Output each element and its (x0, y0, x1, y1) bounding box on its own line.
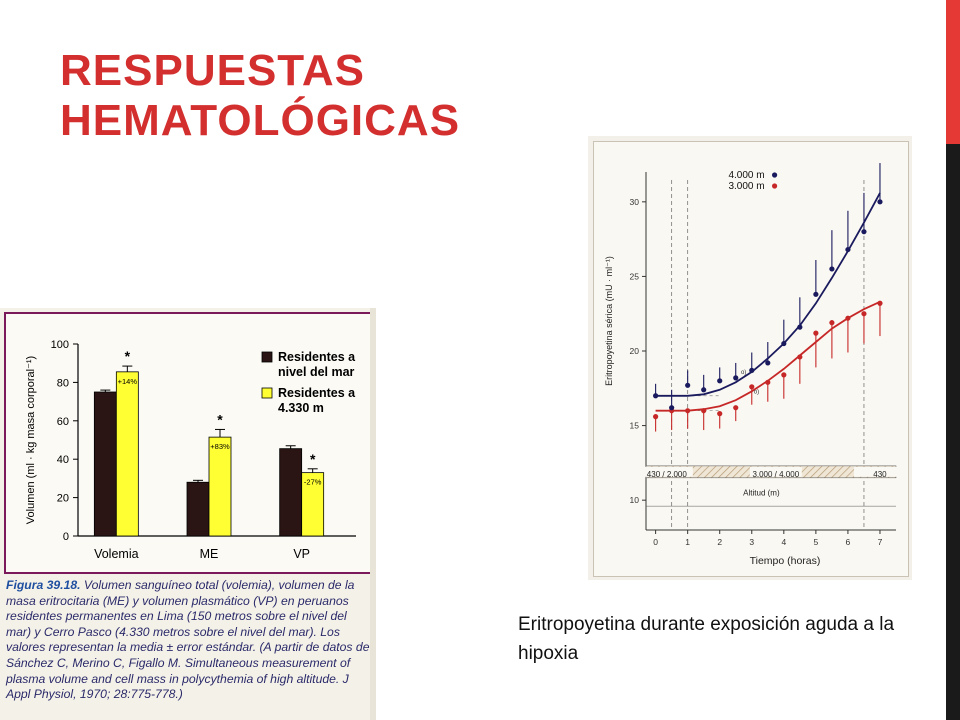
y-axis-label: Eritropoyetina sérica (mU · ml⁻¹) (604, 256, 614, 386)
left-chart-frame: 0 20 40 60 80 100 Volumen (ml · kg masa corpor… (4, 312, 374, 574)
y-tick-label: 40 (57, 454, 69, 466)
data-point (717, 378, 723, 384)
x-tick-label: 6 (846, 537, 851, 547)
title-line-2: HEMATOLÓGICAS (60, 96, 461, 145)
band-label-bg (853, 466, 906, 477)
legend-label: 4.000 m (728, 170, 764, 181)
x-tick-label: 3 (749, 537, 754, 547)
data-point (781, 372, 787, 378)
data-point (733, 375, 739, 381)
bar (208, 436, 232, 537)
x-tick-label: ME (200, 547, 219, 561)
x-tick-label: 7 (878, 537, 883, 547)
figure-caption: Figura 39.18. Volumen sanguíneo total (v… (6, 578, 370, 703)
y-axis-label: Volumen (ml · kg masa corporal⁻¹) (25, 356, 37, 524)
data-point (733, 405, 739, 411)
data-point (685, 382, 691, 388)
page-spine (370, 308, 376, 720)
legend-marker (771, 183, 778, 189)
right-figure: 10 15 20 25 30 0 1 2 3 4 5 6 7 Tiempo (horas) Eritropo… (588, 136, 912, 580)
curve-marker: o) (754, 389, 759, 395)
curve-marker: o) (741, 370, 746, 376)
bar (93, 391, 117, 537)
data-point (813, 291, 819, 297)
data-point (765, 379, 771, 385)
data-point (749, 367, 755, 373)
bar-annotation: -27% (304, 478, 322, 487)
band-label-bg (749, 466, 802, 477)
data-point (877, 300, 883, 306)
bar (301, 472, 325, 537)
data-point (701, 387, 707, 393)
legend-label: Residentes a nivel del mar (278, 350, 356, 379)
bar (115, 371, 139, 537)
legend-marker (771, 172, 778, 178)
data-point (749, 384, 755, 390)
y-tick-label: 10 (630, 495, 640, 505)
legend-swatch (261, 351, 273, 363)
legend-swatch (261, 387, 273, 399)
caption-label: Figura 39.18. (6, 578, 81, 592)
bar (279, 448, 303, 537)
data-point (877, 199, 883, 205)
data-point (685, 408, 691, 414)
x-tick-label: 2 (717, 537, 722, 547)
y-tick-label: 15 (630, 421, 640, 431)
bar-chart: 0 20 40 60 80 100 Volumen (ml · kg masa corpor… (25, 339, 356, 561)
y-tick-label: 100 (51, 339, 69, 351)
y-tick-label: 0 (63, 531, 69, 543)
x-tick-label: Volemia (94, 547, 139, 561)
y-tick-label: 20 (57, 493, 69, 505)
bar-annotation: +14% (118, 377, 138, 386)
epo-line-chart: 10 15 20 25 30 0 1 2 3 4 5 6 7 Tiempo (horas) Eritropo… (604, 163, 906, 567)
data-point (797, 324, 803, 330)
data-point (797, 354, 803, 360)
x-tick-label: 0 (653, 537, 658, 547)
data-point (845, 246, 851, 253)
x-axis-label: Tiempo (horas) (750, 555, 821, 567)
data-point (861, 311, 867, 317)
y-tick-label: 30 (630, 197, 640, 207)
x-tick-label: VP (293, 547, 310, 561)
bar-annotation: +83% (210, 442, 230, 451)
data-point (813, 330, 819, 336)
y-tick-label: 25 (630, 271, 640, 281)
data-point (781, 340, 787, 347)
band-label-bg (640, 466, 693, 477)
altitude-axis-label: Altitud (m) (743, 489, 780, 498)
data-point (765, 360, 771, 366)
y-tick-label: 60 (57, 416, 69, 428)
x-tick-label: 1 (685, 537, 690, 547)
legend-label: Residentes a 4.330 m (278, 386, 356, 415)
data-point (653, 393, 659, 399)
data-point (861, 229, 867, 235)
accent-bar-dark (946, 144, 960, 720)
slide-title: RESPUESTAS HEMATOLÓGICAS (60, 46, 460, 146)
left-figure: 0 20 40 60 80 100 Volumen (ml · kg masa corpor… (0, 308, 376, 720)
band-label: 430 / 2.000 (647, 470, 688, 479)
y-tick-label: 20 (630, 346, 640, 356)
y-tick-label: 80 (57, 377, 69, 389)
data-point (829, 266, 835, 272)
title-line-1: RESPUESTAS (60, 46, 366, 95)
significance-mark: * (310, 451, 316, 467)
data-point (845, 315, 851, 321)
epo-caption: Eritropoyetina durante exposición aguda … (518, 614, 895, 664)
significance-mark: * (125, 348, 131, 364)
band-label: 430 (873, 470, 887, 479)
data-point (669, 405, 675, 411)
right-chart-frame: 10 15 20 25 30 0 1 2 3 4 5 6 7 Tiempo (horas) Eritropo… (593, 141, 909, 577)
data-point (829, 320, 835, 326)
bar (186, 481, 210, 537)
legend-label: 3.000 m (728, 181, 764, 192)
data-point (653, 414, 659, 420)
significance-mark: * (217, 411, 223, 427)
data-point (701, 408, 707, 414)
data-point (717, 411, 723, 417)
accent-bar-red (946, 0, 960, 144)
x-tick-label: 4 (781, 537, 786, 547)
band-label: 3.000 / 4.000 (752, 470, 799, 479)
x-tick-label: 5 (814, 537, 819, 547)
caption-text: Volumen sanguíneo total (volemia), volum… (6, 578, 370, 702)
